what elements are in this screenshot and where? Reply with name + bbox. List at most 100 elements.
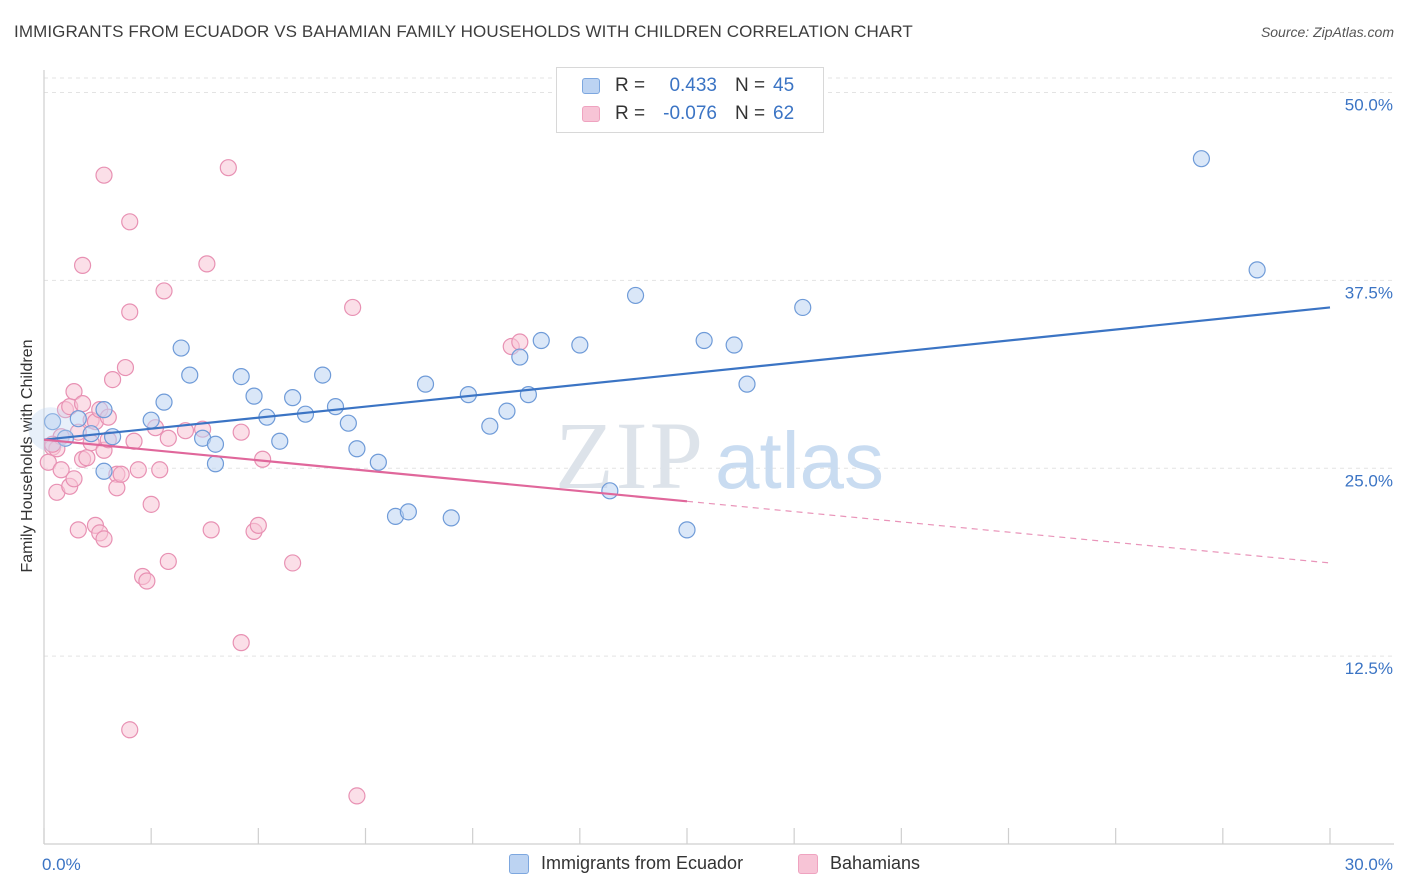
x-tick-label: 0.0% [42,855,81,874]
data-point-ecuador [348,440,366,458]
data-point-ecuador [284,389,302,407]
ecuador-legend-swatch [509,854,529,874]
data-point-ecuador [725,336,743,354]
bahamians-swatch [582,106,600,122]
legend-label-bahamians: Bahamians [830,853,921,873]
data-point-bahamians [155,282,173,300]
data-point-ecuador [314,366,332,384]
bahamians-points [39,159,529,805]
r-label: R = [615,75,646,96]
data-point-bahamians [151,461,169,479]
data-point-bahamians [103,371,122,389]
data-point-ecuador [206,435,225,453]
data-point-bahamians [65,383,83,401]
n-value: 62 [773,103,795,124]
legend-label-ecuador: Immigrants from Ecuador [541,853,744,873]
data-point-ecuador [601,482,619,500]
data-point-bahamians [219,159,237,177]
data-point-ecuador [1248,261,1266,279]
data-point-ecuador [142,411,160,429]
data-point-ecuador [271,432,289,450]
data-point-ecuador [442,509,460,527]
data-point-ecuador [695,331,713,350]
data-point-bahamians [121,303,139,321]
data-point-ecuador [43,413,62,431]
trend-line-bahamians [43,438,688,503]
data-point-ecuador [206,455,225,473]
n-label: N = [735,75,766,96]
data-point-ecuador [69,410,87,428]
data-point-ecuador [245,387,263,405]
x-tick-labels: 0.0% 30.0% [42,855,1393,874]
data-point-bahamians [121,721,139,739]
data-point-bahamians [348,787,366,805]
data-point-bahamians [198,255,216,273]
stats-legend: R = 0.433 N = 45 R = -0.076 N = 62 [556,67,824,133]
data-point-bahamians [249,516,267,534]
data-point-ecuador [155,393,173,411]
data-point-bahamians [159,552,177,571]
data-point-ecuador [369,453,387,471]
data-point-bahamians [73,395,92,413]
data-point-ecuador [95,462,113,480]
trend-line-ecuador [43,306,1331,441]
data-point-bahamians [112,465,130,483]
data-point-bahamians [176,422,195,440]
x-tick-label: 30.0% [1345,855,1393,874]
data-point-ecuador [678,521,696,539]
data-point-ecuador [95,401,113,419]
data-point-bahamians [95,530,113,548]
data-point-ecuador [399,503,417,521]
data-point-bahamians [69,521,87,539]
data-point-ecuador [232,367,250,386]
watermark-zip: ZIP [555,402,705,509]
data-point-bahamians [52,461,70,479]
ecuador-swatch [582,78,600,94]
data-point-ecuador [1192,150,1211,168]
chart-title: IMMIGRANTS FROM ECUADOR VS BAHAMIAN FAMI… [14,22,913,41]
data-point-ecuador [794,298,812,317]
y-tick-label: 25.0% [1345,471,1393,490]
grid-lines [44,77,1394,657]
data-point-bahamians [232,634,250,652]
data-point-ecuador [326,398,345,416]
data-point-bahamians [202,521,220,539]
trend-line-bahamians-extension [686,500,1331,564]
stats-row-bahamians: R = -0.076 N = 62 [557,100,823,128]
stats-row-ecuador: R = 0.433 N = 45 [557,72,823,100]
r-label: R = [615,103,646,124]
data-point-bahamians [142,495,160,513]
bahamians-legend-swatch [798,854,818,874]
data-point-ecuador [416,375,435,393]
y-tick-label: 12.5% [1345,659,1393,678]
data-point-bahamians [232,423,250,441]
data-point-ecuador [172,339,190,357]
data-point-ecuador [481,417,499,435]
data-point-ecuador [181,366,199,384]
n-value: 45 [773,75,795,96]
watermark: ZIP atlas [555,402,884,509]
data-point-ecuador [498,402,516,420]
data-point-bahamians [73,256,92,274]
data-point-bahamians [284,554,302,572]
data-point-bahamians [95,166,113,184]
data-point-bahamians [116,358,135,377]
y-tick-label: 50.0% [1345,96,1393,115]
data-point-bahamians [121,213,139,231]
ecuador-points [28,150,1266,539]
data-point-ecuador-cluster [28,407,73,452]
y-tick-label: 37.5% [1345,283,1393,302]
watermark-atlas: atlas [715,416,884,505]
data-point-bahamians [344,298,362,317]
data-point-bahamians [129,461,147,479]
data-point-bahamians [65,470,83,488]
data-point-bahamians [159,429,177,447]
data-point-bahamians [138,572,156,590]
r-value: 0.433 [669,75,717,96]
trend-lines [43,306,1331,564]
n-label: N = [735,103,766,124]
r-value: -0.076 [663,103,717,124]
data-point-ecuador [626,286,645,305]
data-point-bahamians [78,449,96,467]
